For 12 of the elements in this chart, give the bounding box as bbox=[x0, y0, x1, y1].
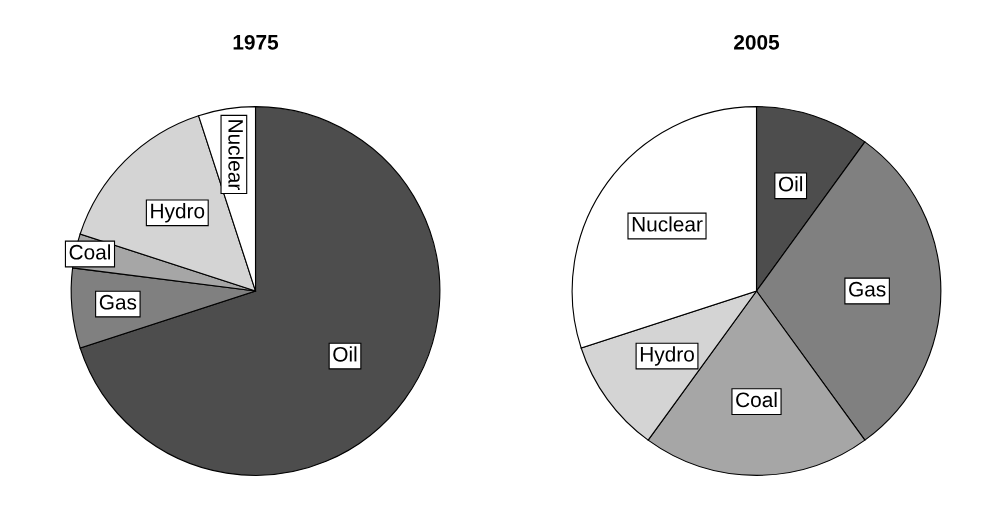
slice-label: Oil bbox=[778, 176, 803, 192]
slice-label: Gas bbox=[99, 294, 137, 310]
slice-label: Nuclear bbox=[632, 216, 703, 232]
chart-title: 1975 bbox=[233, 34, 279, 50]
slice-label: Hydro bbox=[151, 203, 205, 223]
slice-label: Nuclear bbox=[228, 120, 244, 190]
slice-label: Oil bbox=[333, 346, 357, 362]
slice-label: Coal bbox=[69, 244, 111, 260]
slice-label: Gas bbox=[849, 281, 886, 297]
slice-label: Hydro bbox=[640, 346, 694, 366]
chart-title: 2005 bbox=[734, 34, 780, 50]
slice-label: Coal bbox=[736, 391, 777, 408]
